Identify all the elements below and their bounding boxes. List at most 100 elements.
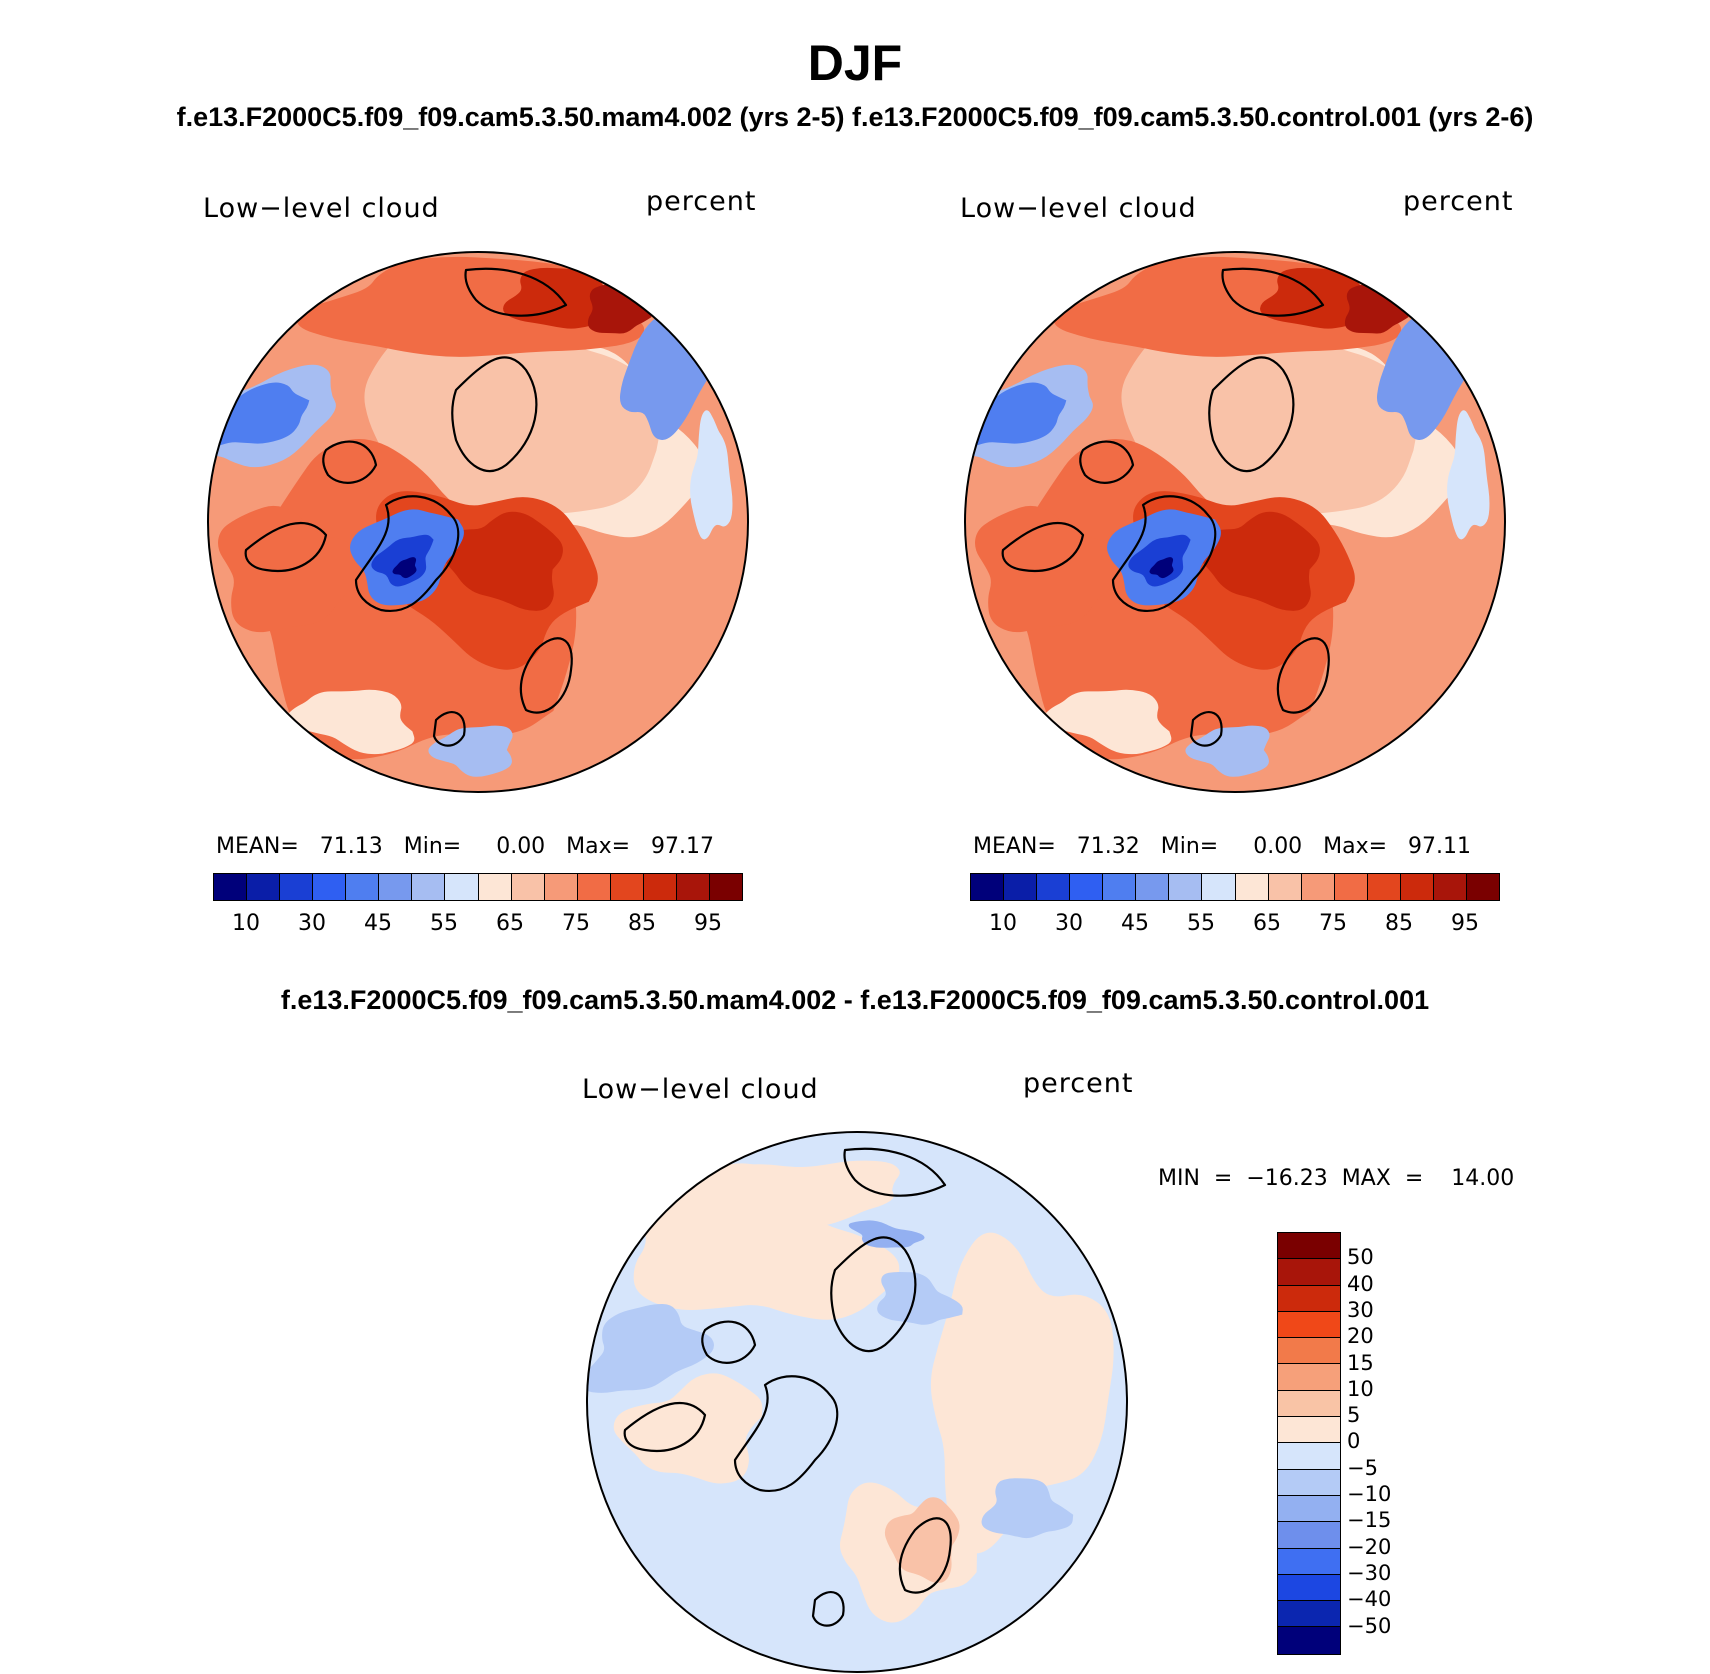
colorbar-swatch [1278, 1364, 1340, 1391]
colorbar-tick-label: 10 [1347, 1376, 1374, 1401]
colorbar-swatch [1278, 1495, 1340, 1523]
coastline [354, 495, 460, 613]
contour-region [981, 1478, 1074, 1539]
coastline [464, 267, 568, 317]
colorbar-swatch [610, 874, 644, 900]
colorbar-swatch [1278, 1285, 1340, 1312]
colorbar-swatch [1169, 874, 1203, 900]
coastline [1221, 267, 1325, 317]
colorbar-swatch [1278, 1548, 1340, 1575]
contour-region [587, 1303, 714, 1393]
colorbar-tick-label: −30 [1347, 1560, 1392, 1585]
figure-subtitle: f.e13.F2000C5.f09_f09.cam5.3.50.mam4.002… [176, 102, 1534, 132]
coastline [1208, 356, 1295, 472]
colorbar-swatch [379, 874, 413, 900]
colorbar-swatch [709, 874, 742, 900]
colorbar-swatch [247, 874, 281, 900]
colorbar-swatch [1400, 874, 1434, 900]
contour-region [1447, 410, 1490, 540]
colorbar-tick-label: 30 [1055, 911, 1083, 936]
colorbar-swatch [1278, 1522, 1340, 1549]
coastline [1079, 440, 1135, 484]
colorbar-swatch [1278, 1233, 1340, 1260]
colorbar-tick-label: −20 [1347, 1534, 1392, 1559]
panel1-colorbar [213, 873, 743, 901]
coastline [898, 1517, 952, 1594]
contour-region [848, 1220, 925, 1248]
colorbar-tick-label: 0 [1347, 1429, 1361, 1454]
coastline [451, 356, 538, 472]
contour-region [1044, 689, 1172, 755]
contour-region [1194, 511, 1320, 611]
colorbar-swatch [1278, 1259, 1340, 1286]
colorbar-swatch [1278, 1338, 1340, 1365]
panel2-units-label: percent [1403, 186, 1514, 217]
colorbar-tick-label: 10 [232, 911, 260, 936]
colorbar-tick-label: 40 [1347, 1271, 1374, 1296]
colorbar-swatch [478, 874, 512, 900]
colorbar-tick-label: 20 [1347, 1324, 1374, 1349]
colorbar-swatch [1433, 874, 1467, 900]
colorbar-swatch [1301, 874, 1335, 900]
colorbar-tick-label: 75 [562, 911, 590, 936]
colorbar-tick-label: −50 [1347, 1613, 1392, 1638]
colorbar-swatch [1268, 874, 1302, 900]
colorbar-swatch [544, 874, 578, 900]
colorbar-swatch [577, 874, 611, 900]
colorbar-swatch [1278, 1574, 1340, 1602]
colorbar-tick-label: 55 [1187, 911, 1215, 936]
colorbar-tick-label: −5 [1347, 1455, 1378, 1480]
coastline [1111, 495, 1217, 613]
coastline [830, 1236, 917, 1352]
coastline [701, 1320, 757, 1364]
coastline [733, 1375, 839, 1493]
panel1-stats: MEAN= 71.13 Min= 0.00 Max= 97.17 [216, 834, 715, 859]
panel3-variable-label: Low−level cloud [582, 1074, 819, 1105]
colorbar-tick-label: 95 [1451, 911, 1479, 936]
coastline [519, 637, 573, 714]
colorbar-swatch [280, 874, 314, 900]
colorbar-swatch [1278, 1311, 1340, 1339]
colorbar-swatch [676, 874, 710, 900]
coastline [811, 1590, 845, 1627]
colorbar-tick-label: 15 [1347, 1350, 1374, 1375]
panel3-units-label: percent [1023, 1068, 1134, 1099]
colorbar-swatch [1202, 874, 1236, 900]
coastline [623, 1401, 707, 1453]
coastline [1276, 637, 1330, 714]
contour-region [437, 511, 563, 611]
colorbar-tick-label: −15 [1347, 1508, 1392, 1533]
colorbar-swatch [1103, 874, 1137, 900]
colorbar-swatch [1004, 874, 1038, 900]
contour-region [694, 1160, 900, 1227]
colorbar-tick-label: 65 [496, 911, 524, 936]
colorbar-swatch [1466, 874, 1499, 900]
colorbar-tick-label: 50 [1347, 1245, 1374, 1270]
coastline [432, 710, 466, 747]
colorbar-tick-label: −40 [1347, 1587, 1392, 1612]
contour-region [690, 410, 733, 540]
colorbar-swatch [1278, 1469, 1340, 1496]
diff-colorbar [1277, 1232, 1341, 1655]
figure-title: DJF [807, 35, 903, 91]
colorbar-tick-label: 85 [1385, 911, 1413, 936]
colorbar-tick-label: 45 [1121, 911, 1149, 936]
coastline [843, 1147, 947, 1197]
contour-region [877, 1271, 963, 1325]
colorbar-swatch [346, 874, 380, 900]
map-border [586, 1131, 1128, 1673]
contour-region [1344, 283, 1409, 334]
contour-region [392, 557, 417, 579]
colorbar-swatch [1278, 1601, 1340, 1628]
colorbar-tick-label: 30 [298, 911, 326, 936]
colorbar-tick-label: 5 [1347, 1403, 1361, 1428]
colorbar-tick-label: 45 [364, 911, 392, 936]
contour-region [613, 1373, 763, 1484]
colorbar-tick-label: 65 [1253, 911, 1281, 936]
colorbar-tick-label: 75 [1319, 911, 1347, 936]
colorbar-swatch [1037, 874, 1071, 900]
colorbar-swatch [445, 874, 479, 900]
colorbar-tick-label: 10 [989, 911, 1017, 936]
panel2-variable-label: Low−level cloud [960, 193, 1197, 224]
colorbar-swatch [313, 874, 347, 900]
